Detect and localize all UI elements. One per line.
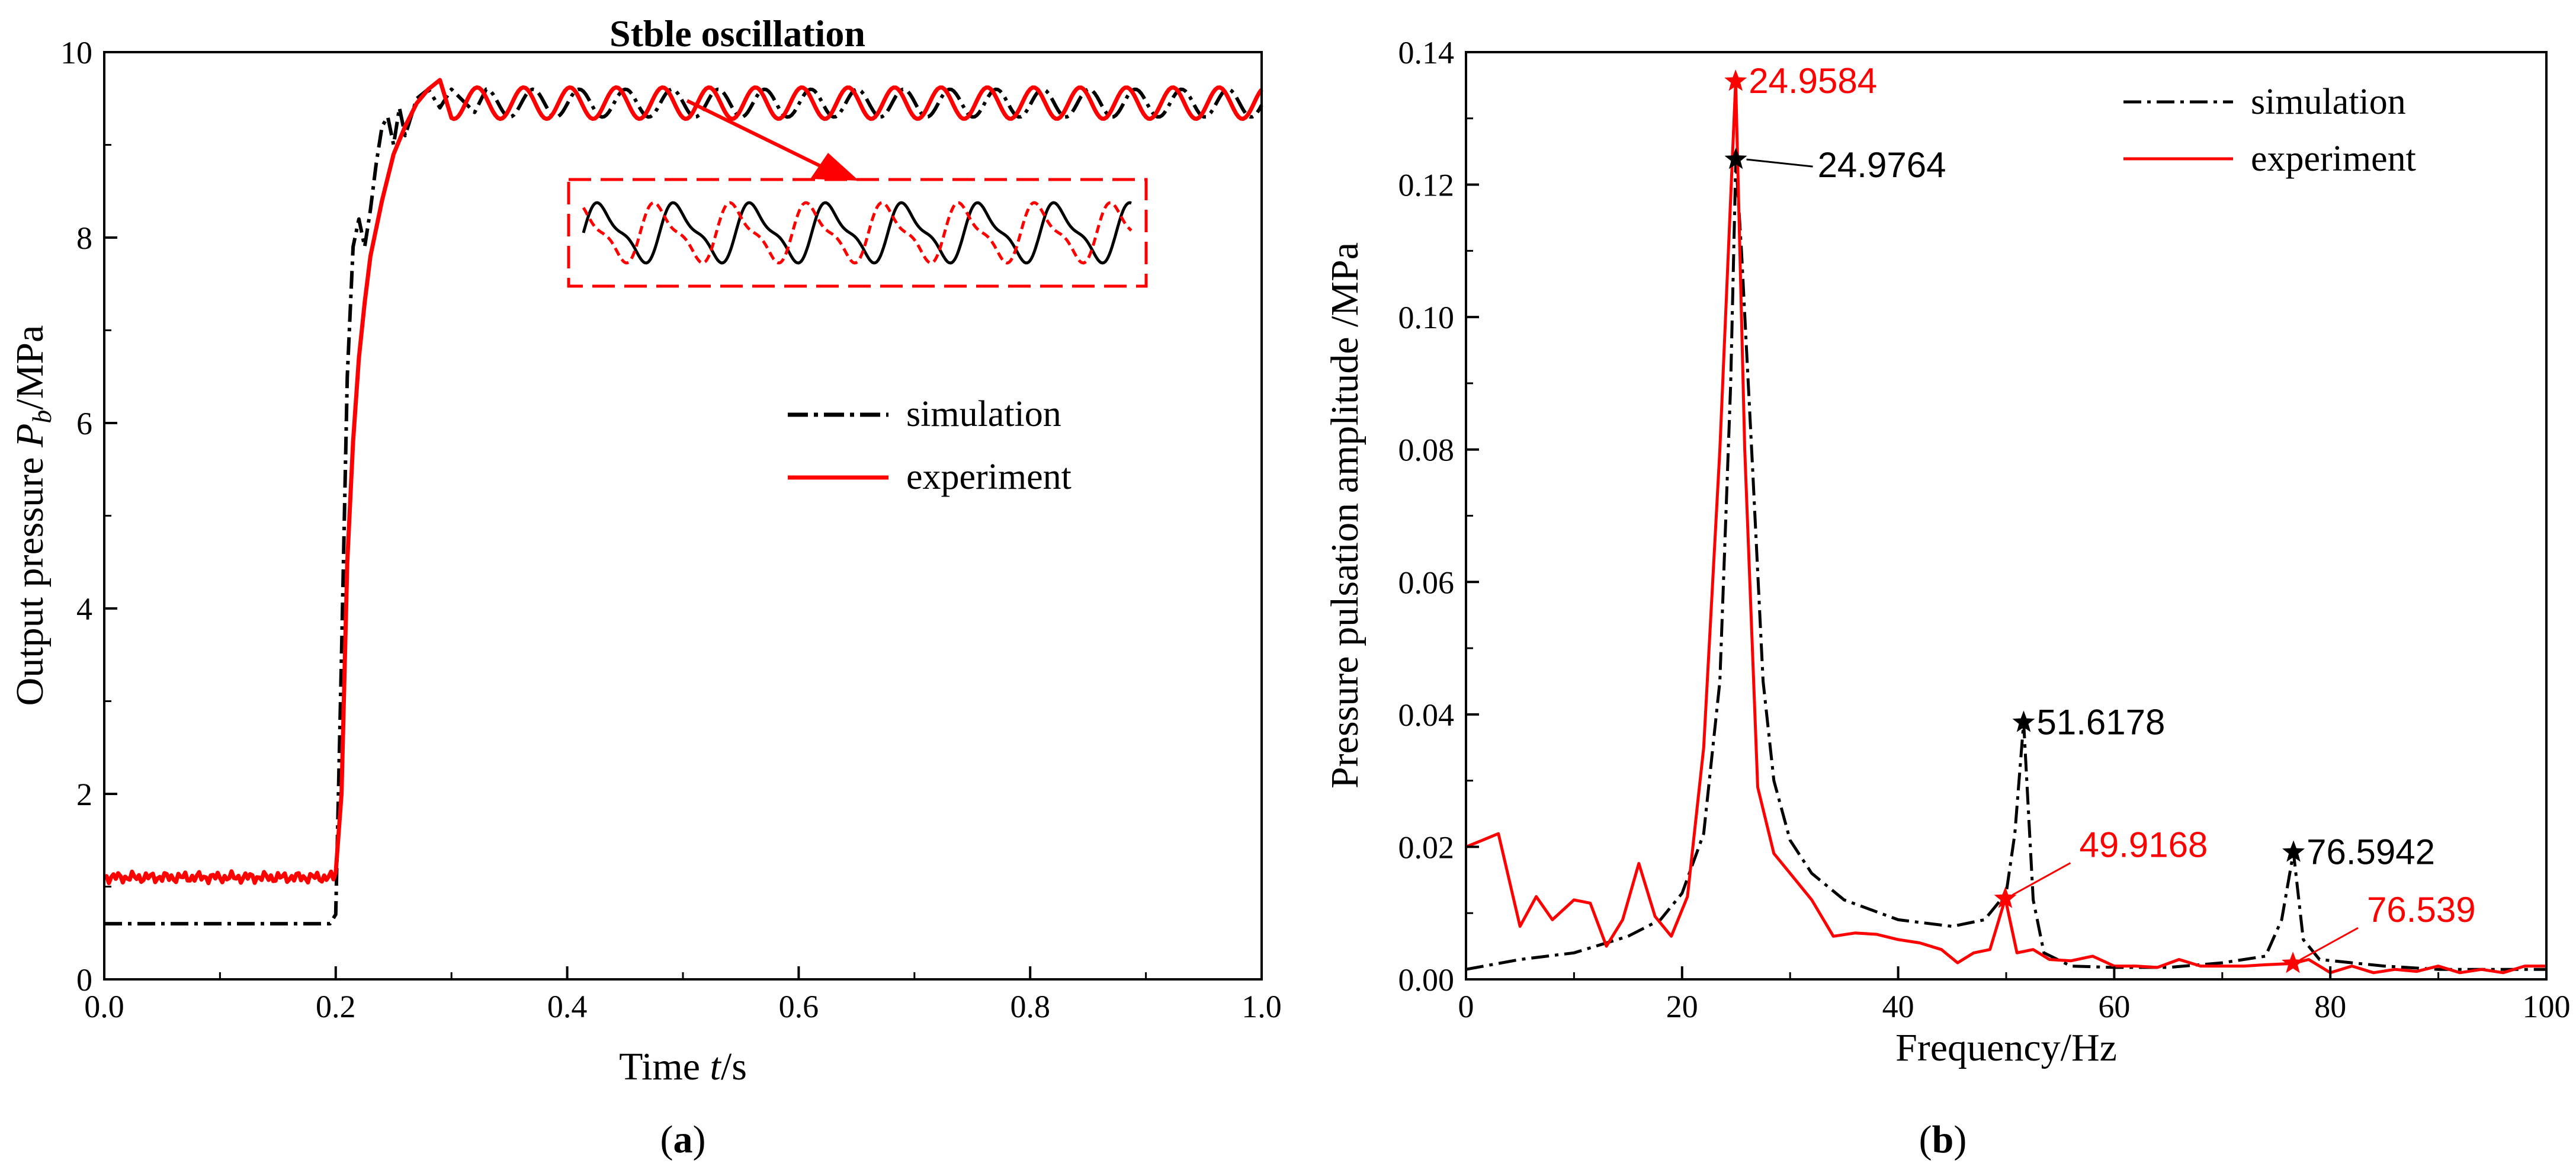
panel-a-x-tick-label: 0.6	[779, 989, 819, 1024]
panel-b-peak-marker	[2012, 710, 2035, 732]
panel-a-series-line-simulation	[104, 87, 1263, 926]
panel-a-inset-line-experiment	[582, 201, 1133, 265]
panel-b-y-tick-label: 0.06	[1398, 565, 1455, 600]
panel-a-y-tick-label: 0	[76, 962, 92, 998]
panel-a-y-tick-label: 6	[76, 406, 92, 441]
panel-b-y-tick-label: 0.10	[1398, 300, 1455, 335]
panel-b-peak-label: 24.9584	[1749, 61, 1877, 101]
panel-b-peak-label: 76.5942	[2306, 832, 2435, 872]
panel-b-series-line-experiment	[1465, 79, 2546, 975]
panel-a-inset-line-simulation	[582, 201, 1132, 265]
panel-a-marks	[103, 78, 1263, 926]
panel-b-peak-marker	[1724, 69, 1747, 91]
panel-b-ticks: 0 20 40 60 80 100 0.00 0.02 0.04 0.06 0.08 0.10 0.12…	[1398, 35, 2571, 1024]
panel-b-peak-label: 51.6178	[2037, 702, 2166, 742]
panel-b-peak-marker	[2282, 951, 2305, 973]
panel-a-zoom-arrowhead	[810, 153, 859, 181]
panel-b-series-line-simulation	[1465, 158, 2546, 971]
panel-b-caption: (b)	[1919, 1118, 1967, 1161]
panel-a-zoom-inset	[582, 201, 1133, 265]
panel-b-marks	[1465, 79, 2546, 975]
panel-a-x-tick-label: 0.8	[1010, 989, 1050, 1024]
panel-b-y-axis-label: Pressure pulsation amplitude /MPa	[1323, 242, 1366, 789]
panel-b-peak-label: 76.539	[2367, 890, 2476, 930]
panel-b-y-tick-label: 0.12	[1398, 168, 1455, 203]
panel-a-legend-label-experiment: experiment	[906, 457, 1072, 497]
panel-b-peak-labels: 24.9584 24.9764 51.6178 49.9168 76.5942 76.53…	[1724, 61, 2476, 973]
panel-a-chart: 0.0 0.2 0.4 0.6 0.8 1.0 0 2 4 6 8 10 Stble oscillat…	[8, 12, 1282, 1161]
panel-b-chart: 0 20 40 60 80 100 0.00 0.02 0.04 0.06 0.08 0.10 0.12…	[1323, 35, 2571, 1161]
panel-a-ticks: 0.0 0.2 0.4 0.6 0.8 1.0 0 2 4 6 8 10	[60, 35, 1282, 1024]
panel-a-x-tick-label: 0.2	[316, 989, 356, 1024]
panel-b-x-tick-label: 0	[1458, 989, 1474, 1024]
panel-a-legend-label-simulation: simulation	[906, 394, 1061, 434]
panel-b-peak-label: 24.9764	[1818, 145, 1946, 185]
panel-b-y-tick-label: 0.02	[1398, 829, 1455, 865]
panel-a-x-tick-label: 1.0	[1242, 989, 1282, 1024]
panel-b-peak-leader	[1746, 158, 1813, 168]
panel-a-annotation: Stble oscillation	[609, 12, 865, 55]
panel-a-caption: (a)	[660, 1118, 706, 1161]
panel-a-x-axis-label: Time t/s	[619, 1045, 747, 1088]
panel-b-peak-leader	[2299, 927, 2359, 961]
panel-b-y-tick-label: 0.00	[1398, 962, 1455, 998]
panel-b-peak-leader	[2012, 862, 2071, 896]
panel-b-peak-marker	[1994, 886, 2017, 908]
panel-b-x-tick-label: 100	[2523, 989, 2571, 1024]
panel-a-y-tick-label: 8	[76, 220, 92, 256]
panel-b-x-tick-label: 60	[2098, 989, 2130, 1024]
panel-a-plot-frame	[103, 51, 1263, 981]
panel-a-y-axis-label: Output pressure Pb/MPa	[8, 325, 57, 706]
panel-a-series-line-experiment	[103, 78, 1263, 886]
panel-a-y-tick-label: 2	[76, 777, 92, 812]
panel-b-peak-label: 49.9168	[2079, 825, 2208, 865]
panel-b-peak-marker	[1724, 148, 1747, 169]
panel-a-x-tick-label: 0.4	[547, 989, 588, 1024]
panel-a-y-tick-label: 4	[76, 591, 92, 627]
panel-b-y-tick-label: 0.14	[1398, 35, 1455, 71]
panel-b-peak-marker	[2282, 840, 2305, 862]
panel-a-zoom-arrow	[686, 99, 833, 174]
panel-b-x-tick-label: 40	[1882, 989, 1914, 1024]
panel-a-x-tick-label: 0.0	[84, 989, 124, 1024]
panel-a-y-tick-label: 10	[60, 35, 92, 71]
panel-b-x-axis-label: Frequency/Hz	[1895, 1026, 2117, 1069]
panel-a-legend: simulation experiment	[788, 394, 1072, 497]
panel-b-x-tick-label: 80	[2314, 989, 2346, 1024]
panel-b-legend: simulation experiment	[2123, 82, 2416, 179]
panel-b-legend-label-simulation: simulation	[2251, 82, 2406, 122]
panel-b-x-tick-label: 20	[1666, 989, 1698, 1024]
panel-b-legend-label-experiment: experiment	[2251, 139, 2416, 179]
panel-b-y-tick-label: 0.04	[1398, 697, 1455, 733]
panel-b-y-tick-label: 0.08	[1398, 432, 1455, 468]
